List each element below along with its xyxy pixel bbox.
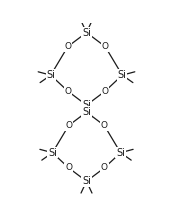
Text: Si: Si [82,107,91,117]
Text: O: O [64,42,71,51]
Text: Si: Si [46,70,55,80]
Text: Si: Si [82,100,91,110]
Text: O: O [101,121,108,130]
Text: Si: Si [48,148,57,158]
Text: O: O [64,87,71,96]
Text: O: O [102,87,109,96]
Text: Si: Si [118,70,127,80]
Text: O: O [65,121,72,130]
Text: O: O [101,163,108,172]
Text: O: O [102,42,109,51]
Text: Si: Si [82,176,91,186]
Text: Si: Si [116,148,125,158]
Text: Si: Si [82,28,91,37]
Text: O: O [65,163,72,172]
